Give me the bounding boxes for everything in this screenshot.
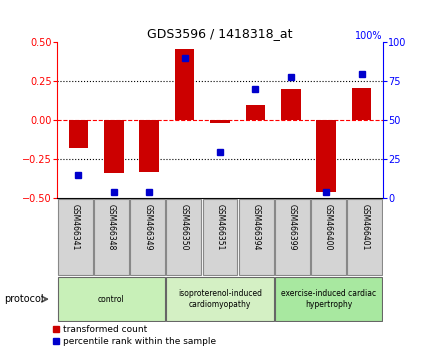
Bar [347,199,382,275]
Bar [58,277,165,321]
Text: GSM466348: GSM466348 [107,205,116,251]
Bar [316,120,336,192]
Title: GDS3596 / 1418318_at: GDS3596 / 1418318_at [147,27,293,40]
Bar [130,199,165,275]
Bar [246,105,265,120]
Text: GSM466349: GSM466349 [143,205,152,251]
Text: GSM466351: GSM466351 [216,205,224,251]
Text: 100%: 100% [356,31,383,41]
Bar [58,199,93,275]
Text: GSM466394: GSM466394 [252,205,260,251]
Bar [166,277,274,321]
Bar [275,199,310,275]
Text: exercise-induced cardiac
hypertrophy: exercise-induced cardiac hypertrophy [281,290,376,309]
Text: GSM466401: GSM466401 [360,205,369,251]
Bar [139,120,159,172]
Bar [166,199,201,275]
Bar [104,120,124,173]
Bar [175,49,194,120]
Bar [311,199,346,275]
Text: GSM466400: GSM466400 [324,205,333,251]
Bar [69,120,88,148]
Bar [94,199,129,275]
Bar [275,277,382,321]
Bar [281,89,301,120]
Bar [352,88,371,120]
Bar [239,199,274,275]
Bar [203,199,237,275]
Text: GSM466341: GSM466341 [71,205,80,251]
Text: isoproterenol-induced
cardiomyopathy: isoproterenol-induced cardiomyopathy [178,290,262,309]
Legend: transformed count, percentile rank within the sample: transformed count, percentile rank withi… [48,321,220,349]
Text: protocol: protocol [4,294,44,304]
Text: control: control [98,295,125,304]
Text: GSM466399: GSM466399 [288,205,297,251]
Text: GSM466350: GSM466350 [180,205,188,251]
Bar [210,120,230,124]
